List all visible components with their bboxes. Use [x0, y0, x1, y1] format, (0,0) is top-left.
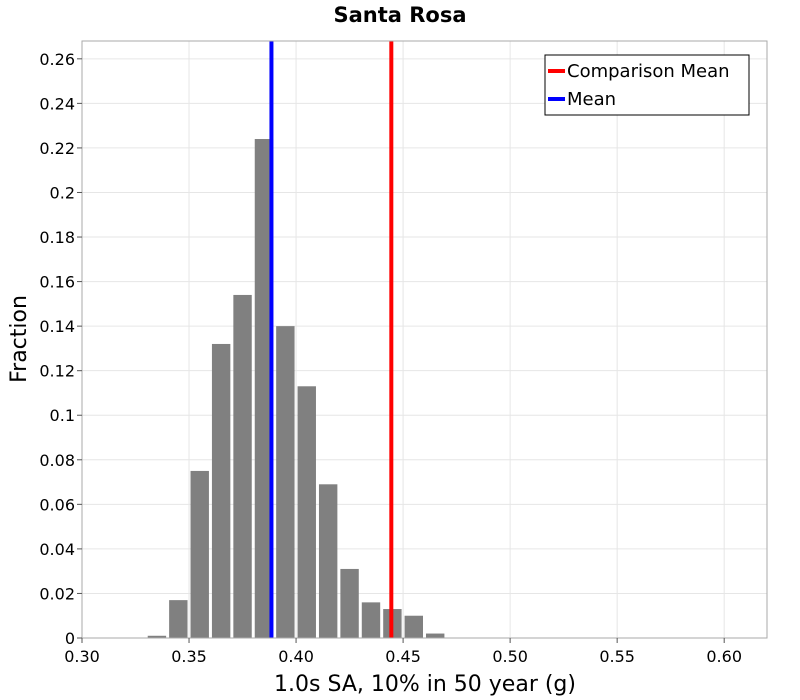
y-tick-label: 0.12 [39, 362, 75, 381]
x-tick-label: 0.30 [64, 647, 100, 666]
y-tick-label: 0.04 [39, 540, 75, 559]
y-tick-label: 0.02 [39, 584, 75, 603]
y-tick-label: 0.2 [50, 183, 75, 202]
histogram-bar [276, 326, 295, 638]
y-tick-label: 0.24 [39, 94, 75, 113]
histogram-bar [211, 343, 231, 638]
comparison-mean-legend-label: Comparison Mean [567, 61, 730, 82]
x-tick-label: 0.40 [278, 647, 314, 666]
histogram-bar [233, 294, 252, 638]
histogram-bar [318, 484, 338, 638]
x-tick-label: 0.50 [492, 647, 528, 666]
x-tick-label: 0.45 [385, 647, 421, 666]
y-tick-label: 0.26 [39, 50, 75, 69]
mean-lines [269, 41, 394, 638]
y-tick-label: 0.14 [39, 317, 75, 336]
histogram-bar [404, 615, 423, 638]
plot-area-frame [81, 40, 768, 639]
histogram-bars [147, 139, 445, 638]
y-axis-label: Fraction [7, 295, 32, 383]
y-tick-label: 0 [65, 629, 75, 648]
histogram-bar [190, 470, 209, 638]
y-tick-label: 0.06 [39, 495, 75, 514]
legend: Comparison Mean Mean [544, 54, 750, 116]
x-axis-ticks: 0.30 0.35 0.40 0.45 0.50 0.55 0.60 [64, 638, 742, 666]
x-tick-label: 0.35 [171, 647, 207, 666]
y-tick-label: 0.1 [50, 406, 75, 425]
legend-box [544, 54, 750, 116]
histogram-bar [297, 386, 316, 638]
y-tick-label: 0.16 [39, 273, 75, 292]
histogram-bar [361, 602, 381, 638]
chart-title: Santa Rosa [333, 3, 466, 27]
y-tick-label: 0.22 [39, 139, 75, 158]
histogram-bar [254, 139, 274, 638]
x-tick-label: 0.55 [599, 647, 635, 666]
y-axis-ticks: 0 0.02 0.04 0.06 0.08 0.1 0.12 0.14 0.16 0.18 0.2 0… [39, 50, 82, 648]
x-tick-label: 0.60 [706, 647, 742, 666]
histogram-bar [426, 633, 445, 638]
mean-legend-label: Mean [567, 89, 616, 110]
histogram-bar [340, 568, 359, 638]
x-axis-label: 1.0s SA, 10% in 50 year (g) [274, 672, 576, 697]
grid-lines [81, 41, 767, 639]
histogram-bar [169, 600, 188, 638]
y-tick-label: 0.18 [39, 228, 75, 247]
y-tick-label: 0.08 [39, 451, 75, 470]
histogram-bar [147, 635, 167, 638]
